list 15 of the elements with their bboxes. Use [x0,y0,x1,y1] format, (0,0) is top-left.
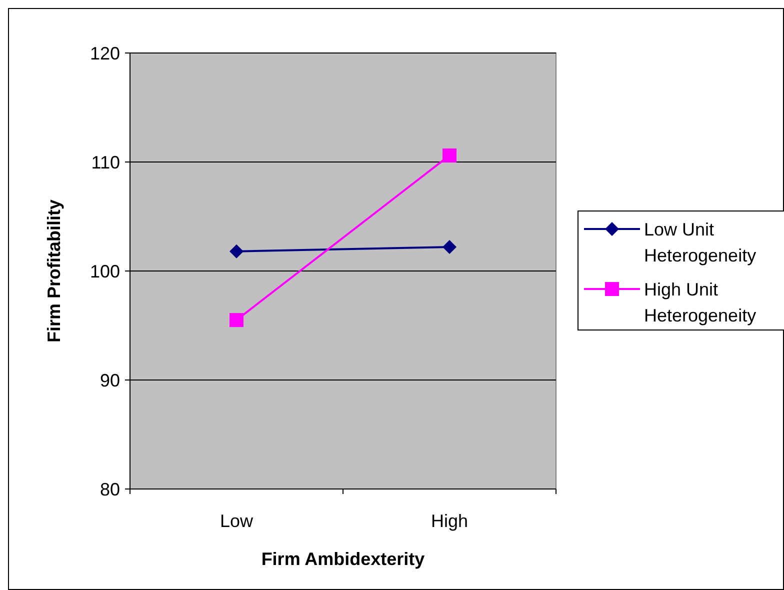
x-tick-label: High [430,511,468,531]
legend-label: High Unit Heterogeneity [644,279,756,326]
y-tick-label: 120 [90,43,120,64]
x-axis-title: Firm Ambidexterity [261,549,425,569]
y-tick-label: 80 [100,479,120,500]
y-tick-label: 90 [100,370,120,390]
point [230,244,244,258]
x-tick-label: Low [220,511,254,531]
y-tick-label: 100 [90,261,120,282]
point [230,313,244,328]
point [442,240,456,254]
y-tick-label: 110 [91,152,120,172]
y-axis-title: Firm Profitability [44,199,64,343]
point [442,148,456,162]
legend-label: Low Unit Heterogeneity [644,219,756,266]
